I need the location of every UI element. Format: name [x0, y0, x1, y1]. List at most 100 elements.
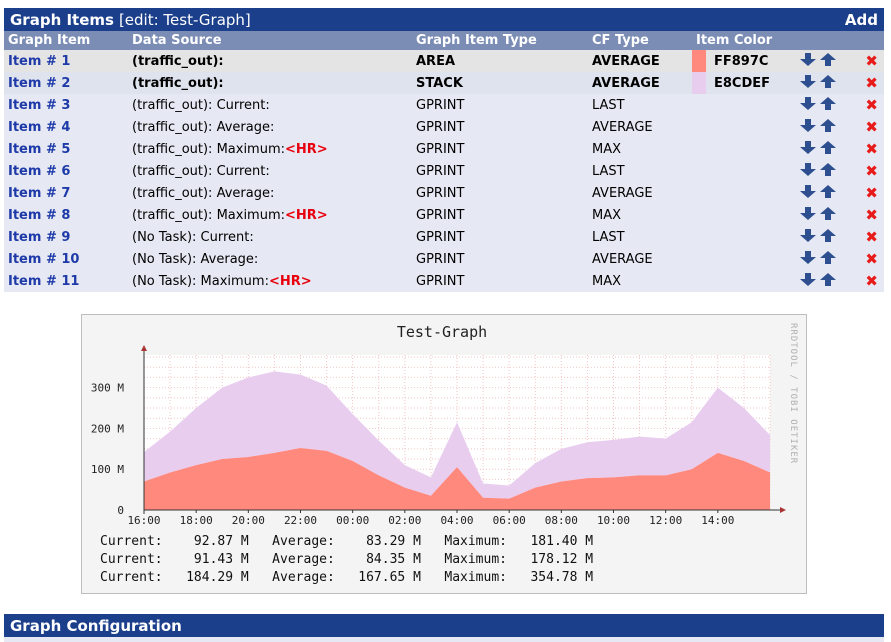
- move-up-icon[interactable]: [820, 272, 836, 290]
- item-type-cell: GPRINT: [412, 226, 588, 248]
- delete-icon[interactable]: ✖: [865, 206, 878, 224]
- item-type-cell: GPRINT: [412, 116, 588, 138]
- color-cell: [692, 138, 796, 160]
- color-swatch: [692, 50, 706, 72]
- item-type-cell: GPRINT: [412, 270, 588, 292]
- move-up-icon[interactable]: [820, 96, 836, 114]
- delete-icon[interactable]: ✖: [865, 250, 878, 268]
- item-type-cell: GPRINT: [412, 138, 588, 160]
- delete-icon[interactable]: ✖: [865, 96, 878, 114]
- table-row: Item # 9 (No Task): Current: GPRINT LAST ✖: [4, 226, 884, 248]
- move-down-icon[interactable]: [800, 250, 816, 268]
- move-down-icon[interactable]: [800, 162, 816, 180]
- graph-item-link[interactable]: Item # 7: [8, 185, 71, 201]
- delete-icon[interactable]: ✖: [865, 140, 878, 158]
- move-down-icon[interactable]: [800, 184, 816, 202]
- x-tick-label: 10:00: [597, 514, 630, 527]
- cf-type-cell: AVERAGE: [588, 248, 692, 270]
- table-row: Item # 2 (traffic_out): STACK AVERAGE E8CDEF…: [4, 72, 884, 94]
- data-source-cell: (traffic_out):: [128, 72, 412, 94]
- delete-icon[interactable]: ✖: [865, 118, 878, 136]
- data-source-text: (traffic_out): Average:: [132, 119, 275, 135]
- color-cell: [692, 94, 796, 116]
- column-header: Graph Item Type: [412, 31, 588, 50]
- graph-item-link[interactable]: Item # 4: [8, 119, 71, 135]
- move-up-icon[interactable]: [820, 228, 836, 246]
- move-up-icon[interactable]: [820, 162, 836, 180]
- data-source-cell: (traffic_out): Current:: [128, 94, 412, 116]
- data-source-cell: (traffic_out): Average:: [128, 182, 412, 204]
- graph-items-table: Graph Item Data Source Graph Item Type C…: [4, 31, 884, 292]
- move-down-icon[interactable]: [800, 140, 816, 158]
- data-source-text: (traffic_out): Maximum:: [132, 141, 286, 157]
- item-type-cell: STACK: [412, 72, 588, 94]
- data-source-text: (traffic_out): Average:: [132, 185, 275, 201]
- move-down-icon[interactable]: [800, 74, 816, 92]
- cf-type-cell: MAX: [588, 138, 692, 160]
- x-tick-label: 06:00: [493, 514, 526, 527]
- table-row: Item # 10 (No Task): Average: GPRINT AVERAG…: [4, 248, 884, 270]
- panel-subtitle: [edit: Test-Graph]: [118, 10, 251, 29]
- data-source-text: (traffic_out): Maximum:: [132, 207, 286, 223]
- table-row: Item # 3 (traffic_out): Current: GPRINT LAS…: [4, 94, 884, 116]
- color-cell: FF897C: [692, 50, 796, 72]
- cf-type-cell: LAST: [588, 94, 692, 116]
- column-header: CF Type: [588, 31, 692, 50]
- column-header: Data Source: [128, 31, 412, 50]
- graph-item-link[interactable]: Item # 6: [8, 163, 71, 179]
- delete-icon[interactable]: ✖: [865, 228, 878, 246]
- data-source-text: (No Task): Current:: [132, 229, 254, 245]
- move-down-icon[interactable]: [800, 272, 816, 290]
- move-up-icon[interactable]: [820, 206, 836, 224]
- table-row: Item # 1 (traffic_out): AREA AVERAGE FF897C ✖: [4, 50, 884, 72]
- color-cell: [692, 182, 796, 204]
- cf-type-cell: LAST: [588, 226, 692, 248]
- delete-icon[interactable]: ✖: [865, 52, 878, 70]
- table-row: Item # 11 (No Task): Maximum:<HR> GPRINT MA…: [4, 270, 884, 292]
- color-cell: [692, 270, 796, 292]
- column-header: Item Color: [692, 31, 796, 50]
- graph-item-link[interactable]: Item # 2: [8, 75, 71, 91]
- graph-plot: 0 100 M 200 M 300 M 16:00 18:00 20:00 22:00 00:0…: [91, 345, 786, 527]
- item-type-cell: GPRINT: [412, 160, 588, 182]
- area-series: [144, 448, 770, 510]
- cf-type-cell: AVERAGE: [588, 116, 692, 138]
- x-tick-label: 02:00: [388, 514, 421, 527]
- add-button[interactable]: Add: [844, 10, 878, 29]
- move-up-icon[interactable]: [820, 184, 836, 202]
- move-up-icon[interactable]: [820, 52, 836, 70]
- move-down-icon[interactable]: [800, 96, 816, 114]
- data-source-cell: (traffic_out): Maximum:<HR>: [128, 138, 412, 160]
- graph-item-link[interactable]: Item # 10: [8, 251, 80, 267]
- item-type-cell: GPRINT: [412, 94, 588, 116]
- delete-icon[interactable]: ✖: [865, 184, 878, 202]
- color-swatch: [692, 72, 706, 94]
- move-up-icon[interactable]: [820, 74, 836, 92]
- graph-item-link[interactable]: Item # 8: [8, 207, 71, 223]
- item-type-cell: AREA: [412, 50, 588, 72]
- delete-icon[interactable]: ✖: [865, 272, 878, 290]
- cf-type-cell: LAST: [588, 160, 692, 182]
- delete-icon[interactable]: ✖: [865, 74, 878, 92]
- graph-item-link[interactable]: Item # 3: [8, 97, 71, 113]
- move-down-icon[interactable]: [800, 228, 816, 246]
- move-down-icon[interactable]: [800, 118, 816, 136]
- graph-item-link[interactable]: Item # 5: [8, 141, 71, 157]
- move-up-icon[interactable]: [820, 250, 836, 268]
- x-tick-label: 00:00: [336, 514, 369, 527]
- move-down-icon[interactable]: [800, 206, 816, 224]
- table-row: Item # 7 (traffic_out): Average: GPRINT AVE…: [4, 182, 884, 204]
- item-type-cell: GPRINT: [412, 204, 588, 226]
- move-down-icon[interactable]: [800, 52, 816, 70]
- graph-item-link[interactable]: Item # 1: [8, 53, 71, 69]
- cf-type-cell: AVERAGE: [588, 182, 692, 204]
- delete-icon[interactable]: ✖: [865, 162, 878, 180]
- graph-item-link[interactable]: Item # 11: [8, 273, 80, 289]
- x-tick-label: 12:00: [649, 514, 682, 527]
- graph-item-link[interactable]: Item # 9: [8, 229, 71, 245]
- color-cell: [692, 160, 796, 182]
- color-cell: [692, 248, 796, 270]
- hr-marker: <HR>: [268, 273, 312, 289]
- move-up-icon[interactable]: [820, 140, 836, 158]
- move-up-icon[interactable]: [820, 118, 836, 136]
